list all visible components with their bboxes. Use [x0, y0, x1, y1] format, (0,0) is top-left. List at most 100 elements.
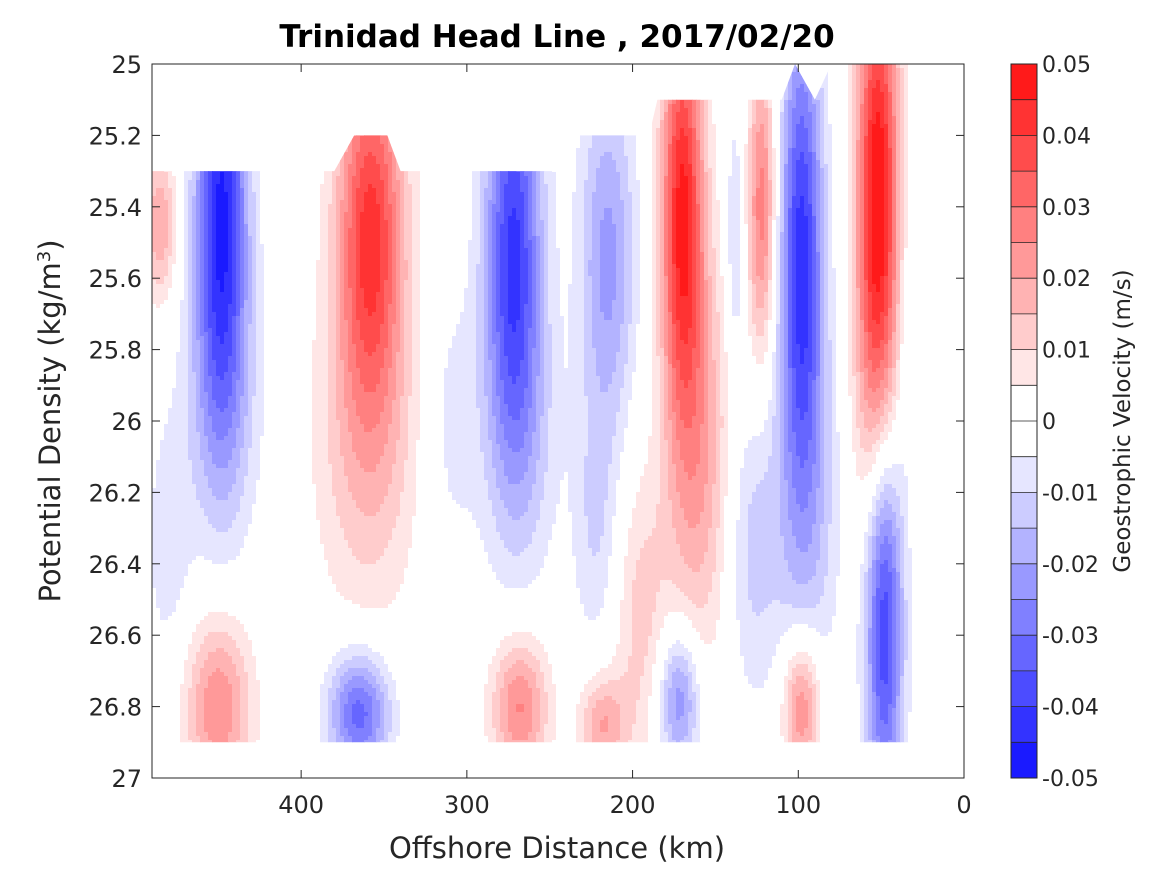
contour-cell	[856, 116, 861, 121]
contour-cell	[652, 120, 661, 125]
contour-cell	[756, 256, 765, 261]
contour-cell	[260, 204, 321, 209]
contour-cell	[824, 232, 829, 237]
contour-cell	[864, 216, 869, 221]
contour-cell	[720, 208, 729, 213]
contour-cell	[908, 152, 915, 157]
contour-cell	[824, 144, 833, 149]
contour-cell	[656, 188, 661, 193]
contour-cell	[668, 108, 673, 113]
contour-cell	[820, 248, 825, 253]
contour-cell	[652, 172, 657, 177]
contour-cell	[636, 156, 653, 161]
contour-cell	[676, 176, 681, 181]
contour-cell	[676, 164, 681, 169]
contour-cell	[792, 196, 801, 201]
contour-cell	[556, 232, 573, 237]
contour-cell	[532, 248, 537, 253]
contour-cell	[716, 264, 721, 269]
contour-cell	[548, 200, 557, 205]
contour-cell	[904, 228, 909, 233]
contour-cell	[496, 240, 501, 245]
contour-cell	[668, 132, 673, 137]
contour-cell	[692, 160, 697, 165]
contour-cell	[380, 220, 389, 225]
contour-cell	[496, 232, 501, 237]
contour-cell	[616, 268, 625, 273]
contour-cell	[248, 232, 257, 237]
contour-cell	[340, 236, 345, 241]
contour-cell	[540, 192, 549, 197]
contour-cell	[772, 200, 777, 205]
contour-cell	[768, 136, 773, 141]
contour-cell	[544, 220, 549, 225]
contour-cell	[664, 204, 669, 209]
contour-cell	[892, 160, 897, 165]
contour-cell	[812, 216, 817, 221]
contour-cell	[344, 212, 353, 217]
contour-cell	[852, 188, 857, 193]
contour-cell	[852, 144, 857, 149]
contour-cell	[828, 224, 833, 229]
contour-cell	[404, 224, 413, 229]
contour-cell	[708, 132, 717, 137]
contour-cell	[320, 212, 329, 217]
contour-cell	[848, 100, 853, 105]
contour-cell	[808, 180, 813, 185]
contour-cell	[484, 188, 493, 193]
contour-cell	[204, 176, 209, 181]
contour-cell	[808, 108, 817, 113]
contour-cell	[572, 232, 585, 237]
contour-cell	[864, 132, 869, 137]
contour-cell	[792, 204, 801, 209]
contour-cell	[668, 212, 673, 217]
contour-cell	[664, 176, 669, 181]
contour-cell	[388, 196, 397, 201]
contour-cell	[560, 260, 573, 265]
contour-cell	[776, 172, 781, 177]
contour-cell	[692, 120, 697, 125]
contour-cell	[860, 160, 865, 165]
contour-cell	[692, 220, 697, 225]
contour-cell	[776, 248, 781, 253]
contour-cell	[396, 212, 401, 217]
contour-cell	[868, 176, 873, 181]
contour-cell	[504, 212, 513, 217]
contour-cell	[172, 244, 177, 249]
contour-cell	[776, 252, 781, 257]
contour-cell	[412, 240, 421, 245]
contour-cell	[244, 180, 249, 185]
contour-cell	[796, 168, 809, 173]
contour-cell	[692, 144, 697, 149]
contour-cell	[788, 228, 793, 233]
contour-cell	[664, 132, 669, 137]
contour-cell	[788, 236, 793, 241]
contour-cell	[772, 224, 777, 229]
contour-cell	[356, 244, 361, 249]
contour-cell	[384, 152, 393, 157]
contour-cell	[876, 84, 881, 89]
contour-cell	[176, 176, 185, 181]
contour-cell	[796, 228, 809, 233]
contour-cell	[216, 240, 229, 245]
contour-cell	[816, 172, 821, 177]
contour-cell	[824, 104, 829, 109]
contour-cell	[492, 208, 501, 213]
contour-cell	[752, 240, 757, 245]
contour-cell	[480, 208, 485, 213]
contour-cell	[664, 136, 669, 141]
contour-cell	[480, 224, 485, 229]
contour-cell	[720, 260, 729, 265]
contour-cell	[352, 200, 357, 205]
contour-cell	[824, 244, 829, 249]
contour-cell	[696, 240, 701, 245]
contour-cell	[888, 220, 893, 225]
contour-cell	[400, 248, 405, 253]
contour-cell	[248, 268, 253, 273]
contour-cell	[496, 228, 501, 233]
contour-cell	[896, 204, 901, 209]
contour-cell	[592, 224, 601, 229]
contour-cell	[532, 228, 537, 233]
contour-cell	[748, 184, 753, 189]
contour-cell	[396, 196, 401, 201]
